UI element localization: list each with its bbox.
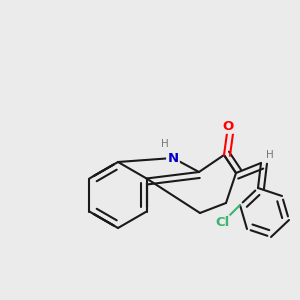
Text: O: O — [222, 119, 234, 133]
Text: H: H — [161, 139, 169, 149]
Text: Cl: Cl — [215, 217, 229, 230]
Text: N: N — [167, 152, 178, 164]
Text: H: H — [266, 150, 274, 160]
